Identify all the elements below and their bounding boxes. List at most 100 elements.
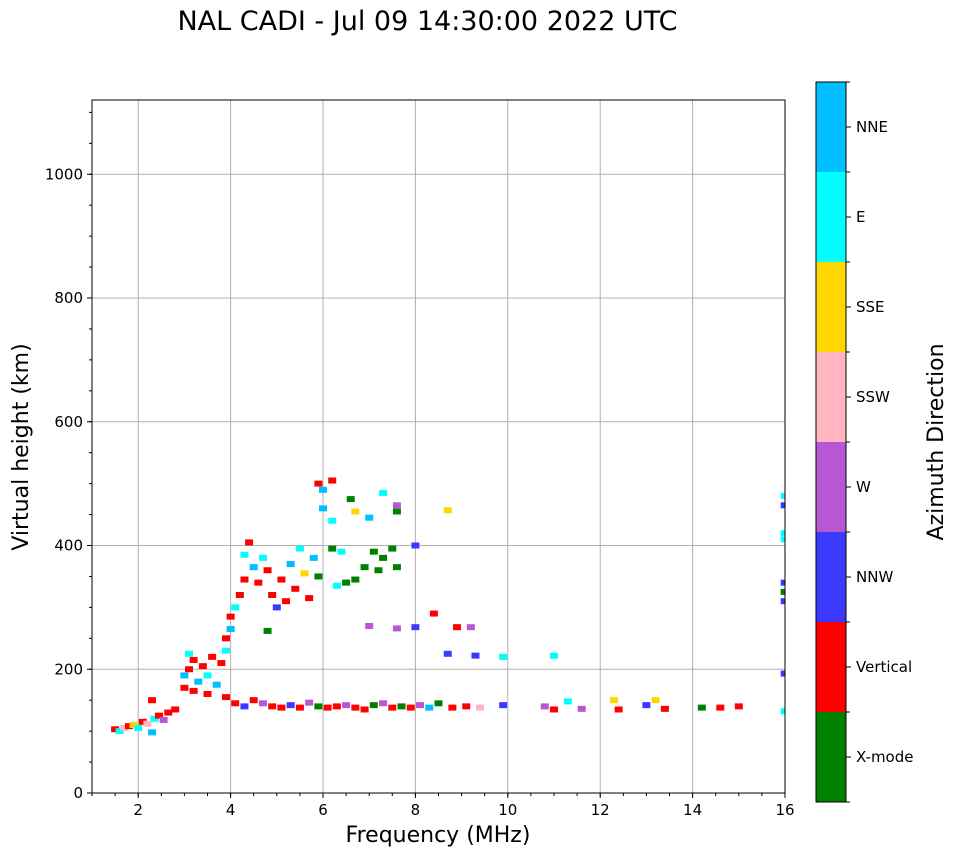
echo-point-x-mode [360, 564, 369, 571]
y-axis-ticks: 0 200 400 600 800 1000 [45, 111, 92, 802]
echo-point-w [392, 502, 401, 509]
echo-point-vertical [660, 705, 669, 712]
echo-point-x-mode [342, 579, 351, 586]
echo-point-e [780, 708, 785, 715]
y-tick-label: 600 [54, 413, 83, 431]
echo-point-vertical [305, 595, 314, 602]
echo-point-vertical [208, 653, 217, 660]
colorbar-segment-nnw [816, 532, 846, 622]
echo-point-vertical [203, 691, 212, 697]
echo-point-vertical [221, 635, 230, 642]
echo-point-nne [286, 561, 295, 568]
echo-point-vertical [291, 585, 300, 592]
echo-point-vertical [245, 539, 254, 546]
echo-point-vertical [240, 576, 249, 583]
echo-point-vertical [328, 477, 337, 484]
echo-point-x-mode [379, 554, 388, 561]
echo-point-x-mode [397, 703, 406, 710]
echo-point-vertical [185, 666, 194, 673]
echo-point-e [258, 554, 267, 561]
echo-point-e [203, 672, 212, 679]
echo-point-nne [194, 678, 203, 685]
echo-point-sse [300, 570, 309, 577]
echo-point-nnw [642, 702, 651, 709]
echo-point-w [159, 716, 168, 723]
colorbar-segment-x-mode [816, 712, 846, 802]
echo-point-nne [365, 514, 374, 521]
echo-point-vertical [268, 703, 277, 710]
echo-point-x-mode [697, 704, 706, 711]
colorbar-tick-label: NNE [856, 118, 888, 136]
echo-point-vertical [277, 704, 286, 711]
colorbar: X-mode Vertical NNW W SSW SSE E NNE [815, 81, 913, 803]
echo-point-ssw [120, 725, 129, 732]
echo-point-vertical [217, 660, 226, 667]
echo-points [111, 477, 785, 736]
y-tick-label: 400 [54, 537, 83, 555]
echo-point-ssw [476, 704, 485, 711]
echo-point-x-mode [780, 588, 785, 595]
echo-point-nne [226, 626, 235, 633]
echo-point-nnw [780, 598, 785, 605]
echo-point-nnw [471, 652, 480, 659]
echo-point-sse [443, 507, 452, 514]
echo-point-vertical [734, 703, 743, 710]
echo-point-w [365, 622, 374, 629]
x-tick-label: 14 [683, 801, 702, 819]
echo-point-vertical [226, 613, 235, 620]
echo-point-e [231, 604, 240, 611]
echo-point-nne [425, 704, 434, 711]
colorbar-tick-label: NNW [856, 568, 893, 586]
echo-point-vertical [716, 704, 725, 711]
colorbar-label: Azimuth Direction [924, 343, 949, 540]
echo-point-x-mode [314, 573, 323, 580]
echo-point-vertical [388, 704, 397, 711]
echo-point-nne [148, 729, 157, 736]
echo-point-x-mode [314, 703, 323, 710]
colorbar-segment-vertical [816, 622, 846, 712]
echo-point-x-mode [369, 702, 378, 709]
echo-point-nnw [411, 542, 420, 549]
echo-point-vertical [314, 480, 323, 487]
echo-point-nnw [780, 670, 785, 677]
echo-point-vertical [332, 703, 341, 710]
echo-point-e [499, 653, 508, 660]
echo-point-vertical [164, 709, 173, 716]
echo-point-vertical [221, 694, 230, 701]
x-tick-label: 4 [226, 801, 236, 819]
echo-point-x-mode [392, 564, 401, 571]
echo-point-nne [249, 564, 258, 571]
echo-point-vertical [406, 704, 415, 711]
x-tick-label: 10 [498, 801, 517, 819]
echo-point-nne [212, 681, 221, 688]
echo-point-vertical [277, 576, 286, 583]
y-tick-label: 200 [54, 660, 83, 678]
echo-point-vertical [111, 726, 120, 733]
echo-point-w [258, 700, 267, 707]
echo-point-nnw [780, 502, 785, 509]
echo-point-e [563, 698, 572, 705]
echo-point-w [392, 625, 401, 632]
echo-point-nnw [272, 604, 281, 611]
y-axis-label: Virtual height (km) [9, 343, 34, 550]
echo-point-sse [129, 721, 138, 728]
echo-point-vertical [323, 704, 332, 711]
echo-point-nne [309, 554, 318, 561]
colorbar-tick-label: Vertical [856, 658, 912, 676]
echo-point-e [115, 728, 124, 735]
echo-point-w [379, 700, 388, 707]
echo-point-vertical [189, 687, 198, 694]
echo-point-nnw [780, 579, 785, 586]
echo-point-vertical [189, 656, 198, 663]
echo-point-nnw [499, 702, 508, 709]
echo-point-e [337, 548, 346, 555]
echo-point-sse [651, 697, 660, 704]
echo-point-nnw [240, 703, 249, 710]
echo-point-vertical [235, 592, 244, 598]
echo-point-x-mode [328, 545, 337, 552]
echo-point-w [305, 699, 314, 706]
chart-title: NAL CADI - Jul 09 14:30:00 2022 UTC [177, 6, 678, 37]
echo-point-e [780, 530, 785, 537]
echo-point-x-mode [346, 496, 355, 503]
echo-point-vertical [282, 598, 291, 605]
